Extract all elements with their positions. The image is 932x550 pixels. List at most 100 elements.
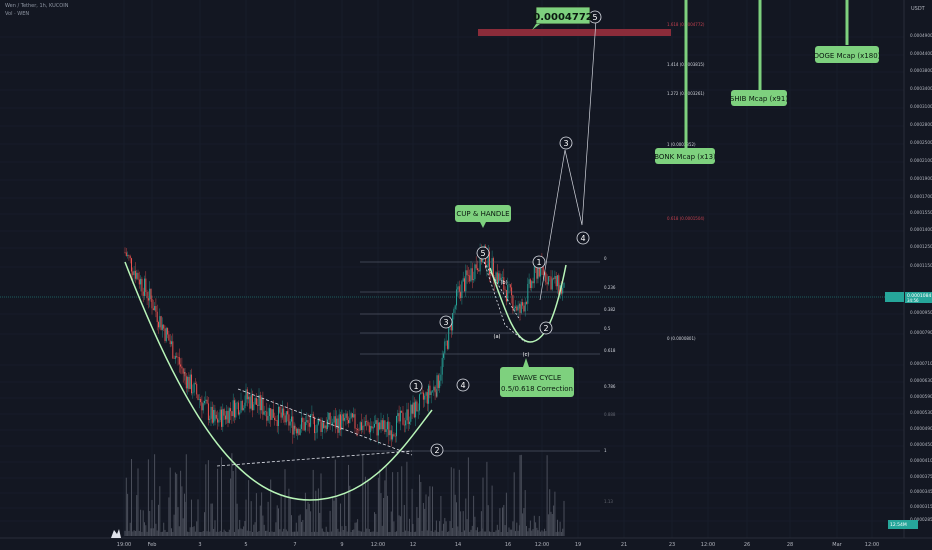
callout-target[interactable]: 0.0004772 [532,6,593,30]
time-tick: 28 [787,542,793,548]
candle-body [473,279,475,281]
candle-body [374,423,375,428]
candle-body [315,432,317,434]
candle-body [228,408,230,423]
candle-body [560,285,562,294]
volume-bar [324,532,326,536]
volume-bar [559,521,561,536]
volume-bar [336,497,338,536]
price-tick: 0.0004900 [910,33,932,38]
time-tick: 19:00 [117,542,131,548]
candle-body [547,276,549,285]
volume-bar [287,531,289,536]
candle-body [396,416,397,437]
candle-body [387,421,388,430]
volume-bar [302,520,304,536]
candle-body [362,425,364,430]
candle-body [201,402,203,411]
volume-bar [210,503,212,536]
candle-body [435,392,437,397]
volume-bar [338,531,340,536]
triangle-lower-line [216,450,413,467]
volume-bar [357,519,359,536]
volume-bar [504,525,506,536]
candle-body [533,266,535,284]
candle-body [500,277,502,281]
candle-body [197,394,199,400]
volume-bar [428,496,430,536]
candle-body [475,264,477,269]
candle-body [363,425,365,427]
callout-shib[interactable]: SHIB Mcap (x91) [730,90,788,106]
volume-bar [329,510,331,536]
candle-body [520,302,522,313]
volume-bar [520,454,522,536]
volume-bar [315,490,317,536]
candle-body [137,272,139,280]
volume-bar [490,531,492,536]
volume-bar [187,531,189,536]
time-tick: 12:00 [535,542,549,548]
current-price-label: 0.0001084 [907,293,931,299]
candle-body [252,394,253,411]
volume-bar [129,522,131,536]
volume-bar [266,530,268,536]
price-tick: 0.0000710 [910,361,932,366]
volume-bar [235,463,237,536]
callout-doge[interactable]: DOGE Mcap (x180) [814,46,881,63]
projection-path [539,19,597,301]
volume-indicator-label[interactable]: Vol · WEN [5,11,30,17]
candle-body [450,322,452,331]
callout-cup-handle[interactable]: CUP & HANDLE [455,205,511,228]
volume-bar [540,531,542,536]
candle-body [298,428,300,435]
candle-body [383,420,385,430]
volume-bar [478,531,480,536]
candle-body [469,275,471,282]
candle-body [499,273,501,281]
volume-bar [529,520,531,536]
candle-body [180,364,182,367]
candle-body [210,406,212,419]
volume-bar [437,531,439,536]
symbol-title[interactable]: Wen / Tether, 1h, KUCOIN [5,3,69,9]
price-axis[interactable]: USDT 0.0004900 0.0004400 0.0003800 0.000340… [885,0,932,538]
volume-bar [321,528,323,536]
grid [0,0,904,538]
candle-body [165,328,167,342]
candle-body [405,420,407,426]
time-axis[interactable]: 19:00 Feb 3 5 7 9 12:00 12 14 16 12:00 19 21 23 12:00 2… [0,537,932,548]
candle-body [389,430,391,436]
callout-bonk[interactable]: BONK Mcap (x13) [654,148,716,164]
volume-bar [327,531,328,536]
volume-bar [259,505,261,536]
candle-body [213,410,215,423]
candle-body [429,385,431,395]
candle-body [558,275,560,295]
candle-body [291,416,292,422]
candle-body [248,396,250,400]
volume-bar [301,521,302,536]
candle-body [355,428,357,430]
svg-text:0.0004772: 0.0004772 [533,12,593,23]
volume-bar [281,531,283,536]
candle-body [422,392,424,400]
candle-body [258,395,260,406]
candle-body [308,422,310,427]
proj-wave-5: 5 [592,13,597,22]
candle-body [540,260,542,277]
candle-body [354,414,356,429]
candle-body [127,255,129,256]
volume-bar [191,499,192,536]
callout-ewave[interactable]: EWAVE CYCLE 0.5/0.618 Correction [500,358,574,397]
candle-body [266,411,268,421]
candle-body [134,270,136,279]
candle-body [432,390,433,392]
candle-body [430,391,432,395]
volume-bar [524,490,526,536]
volume-bar [200,531,202,536]
volume-bar [258,531,260,536]
candle-body [250,394,252,409]
candle-body [504,289,506,291]
